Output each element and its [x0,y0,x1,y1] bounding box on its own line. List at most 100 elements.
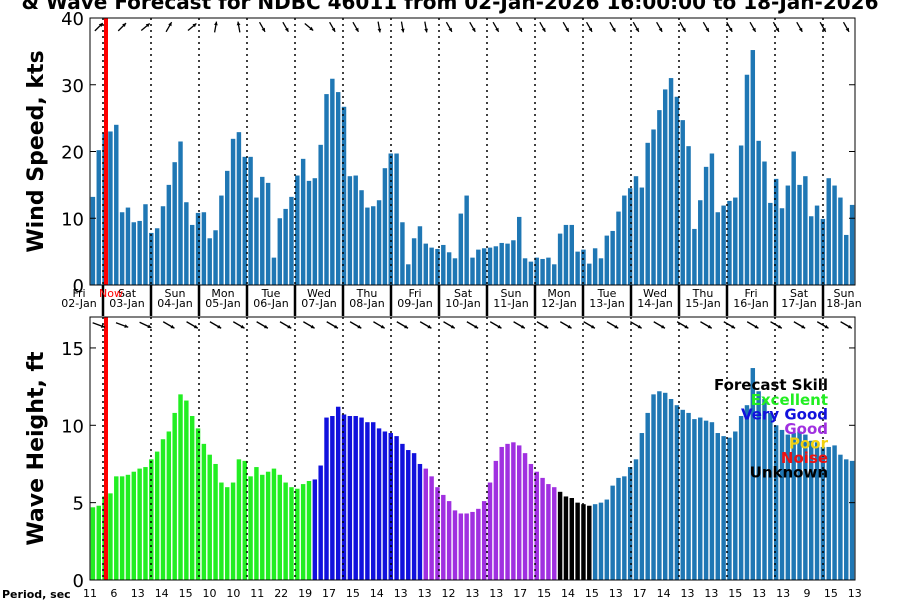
direction-arrowhead [474,324,479,329]
bar [219,195,224,285]
bar [417,226,423,285]
day-date-label: 06-Jan [253,297,289,310]
bar [803,176,808,285]
direction-arrowhead [801,324,806,329]
period-value: 13 [704,587,718,600]
day-name-label: Mon [211,287,234,300]
bar [306,180,312,285]
bar [779,429,785,580]
bar [616,211,621,285]
bar [522,258,528,285]
day-date-label: 02-Jan [61,297,97,310]
legend-item: Very Good [741,406,828,424]
direction-arrowhead [707,324,712,329]
bar [230,138,236,285]
y-tick-label: 10 [61,416,84,437]
period-value: 19 [298,587,312,600]
bar [265,182,271,285]
bar [563,496,569,580]
day-date-label: 14-Jan [637,297,673,310]
bar [668,398,674,580]
direction-arrowhead [450,324,455,329]
bar [674,405,680,580]
bar [388,433,393,580]
day-name-label: Mon [547,287,570,300]
period-value: 15 [537,587,551,600]
bar [388,153,393,285]
period-label: Period, sec [2,588,71,600]
day-name-label: Tue [597,287,617,300]
day-date-label: 18-Jan [826,297,862,310]
direction-arrowhead [635,27,639,32]
chart-title: & Wave Forecast for NDBC 46011 from 02-J… [22,0,879,14]
bar [271,468,277,580]
bar [703,166,709,285]
bar [125,474,131,580]
day-name-label: Fri [72,287,85,300]
y-tick-label: 5 [73,494,84,515]
bar [598,502,604,580]
bar [137,220,142,285]
bar [254,467,259,580]
day-date-label: 05-Jan [205,297,241,310]
day-date-label: 13-Jan [589,297,625,310]
bar [441,244,446,285]
bar [470,257,475,285]
bar [178,394,183,580]
bar [429,476,434,580]
bar [546,484,551,580]
bar [406,450,411,580]
bar [458,513,464,580]
bar [376,428,382,580]
period-value: 14 [657,587,671,600]
bar [557,233,563,285]
bar [651,129,656,285]
bar [768,202,773,285]
day-name-label: Fri [744,287,757,300]
bar [371,422,376,580]
bar [592,248,598,285]
direction-arrowhead [682,27,686,32]
direction-arrowhead [661,324,665,329]
bar [213,463,218,580]
bar [552,264,557,285]
bar [598,258,604,285]
direction-arrowhead [287,324,292,329]
bar [429,247,434,285]
period-value: 14 [561,587,575,600]
bar [727,437,732,580]
bar [90,196,96,285]
period-value: 9 [804,587,811,600]
bar [335,92,341,285]
period-value: 6 [110,587,117,600]
bar [762,161,767,285]
period-value: 13 [609,587,623,600]
bar [225,170,230,285]
bar [657,391,662,580]
period-value: 17 [322,587,336,600]
bar [265,471,271,580]
bar [189,224,195,285]
bar [791,151,796,285]
bar [184,400,189,580]
bar [248,156,253,285]
period-value: 13 [752,587,766,600]
direction-arrowhead [495,27,499,32]
now-line [104,317,108,580]
direction-arrowhead [145,23,150,28]
direction-arrowhead [471,27,476,32]
bar [768,412,773,580]
y-axis-label: Wind Speed, kts [24,50,49,252]
day-name-label: Sun [834,287,855,300]
direction-arrowhead [822,27,826,32]
bar [808,216,814,285]
bar [376,200,382,285]
direction-arrowhead [824,324,829,329]
y-tick-label: 0 [73,571,84,592]
y-tick-label: 0 [73,276,84,297]
direction-arrowhead [236,21,241,26]
bar [487,247,493,285]
legend-item: Poor [789,435,829,453]
bar [225,487,230,580]
